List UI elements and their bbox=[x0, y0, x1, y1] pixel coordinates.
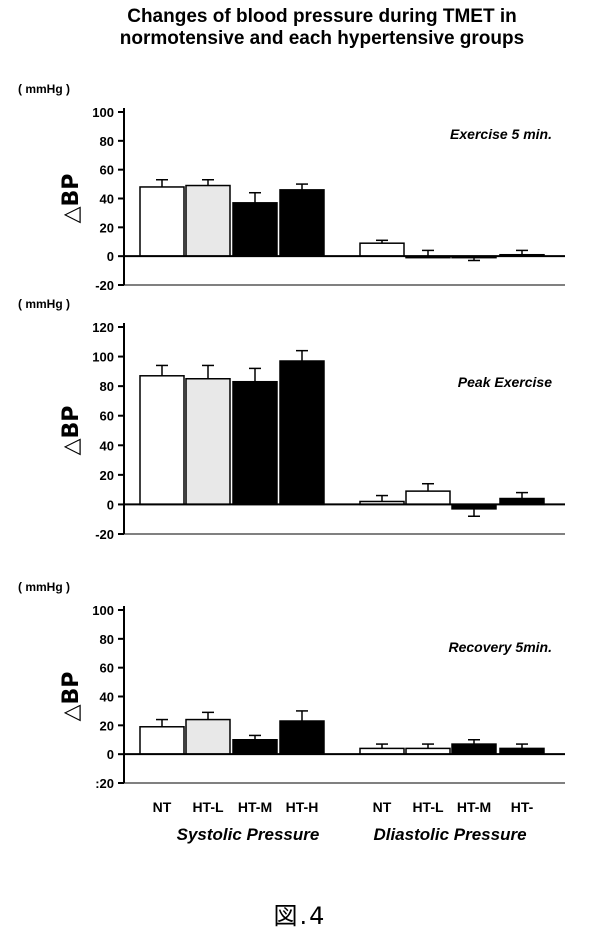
category-label: NT bbox=[373, 799, 392, 815]
unit-label: ( mmHg ) bbox=[18, 580, 70, 594]
y-tick-label: 100 bbox=[92, 105, 114, 120]
y-tick-label: 20 bbox=[100, 718, 114, 733]
y-tick-label: 80 bbox=[100, 134, 114, 149]
y-tick-label: 60 bbox=[100, 163, 114, 178]
y-tick-label: 0 bbox=[107, 497, 114, 512]
category-label: HT- bbox=[511, 799, 534, 815]
bar bbox=[232, 739, 278, 755]
unit-label: ( mmHg ) bbox=[18, 297, 70, 311]
category-label: HT-M bbox=[238, 799, 272, 815]
category-label: HT-H bbox=[286, 799, 319, 815]
bar bbox=[232, 202, 278, 257]
category-label: NT bbox=[153, 799, 172, 815]
y-axis-label: △BP bbox=[59, 672, 84, 722]
y-tick-label: 120 bbox=[92, 320, 114, 335]
category-label: HT-L bbox=[192, 799, 224, 815]
y-tick-label: :20 bbox=[95, 776, 114, 791]
unit-label: ( mmHg ) bbox=[18, 82, 70, 96]
y-tick-label: 0 bbox=[107, 747, 114, 762]
y-tick-label: 20 bbox=[100, 468, 114, 483]
y-tick-label: 80 bbox=[100, 379, 114, 394]
bar bbox=[139, 375, 185, 506]
category-label: HT-L bbox=[412, 799, 444, 815]
figure-caption: 図.4 bbox=[273, 902, 327, 930]
category-label: HT-M bbox=[457, 799, 491, 815]
bar bbox=[139, 186, 185, 257]
y-tick-label: 60 bbox=[100, 409, 114, 424]
group-label-diastolic: Dliastolic Pressure bbox=[373, 825, 526, 844]
group-label-systolic: Systolic Pressure bbox=[177, 825, 320, 844]
y-tick-label: 40 bbox=[100, 192, 114, 207]
y-tick-label: 20 bbox=[100, 220, 114, 235]
bar bbox=[359, 242, 405, 257]
bar bbox=[232, 380, 278, 506]
y-tick-label: 40 bbox=[100, 438, 114, 453]
y-tick-label: 100 bbox=[92, 603, 114, 618]
y-axis-label: △BP bbox=[59, 406, 84, 456]
y-tick-label: -20 bbox=[95, 278, 114, 293]
bar bbox=[279, 720, 325, 755]
y-tick-label: 60 bbox=[100, 661, 114, 676]
y-axis-label: △BP bbox=[59, 174, 84, 224]
bar bbox=[185, 718, 231, 755]
y-tick-label: 40 bbox=[100, 690, 114, 705]
y-tick-label: 0 bbox=[107, 249, 114, 264]
y-tick-label: 80 bbox=[100, 632, 114, 647]
bar bbox=[185, 378, 231, 506]
panel-label: Peak Exercise bbox=[458, 374, 552, 390]
bar bbox=[451, 743, 497, 755]
bar bbox=[139, 726, 185, 755]
bar bbox=[185, 184, 231, 257]
y-tick-label: -20 bbox=[95, 527, 114, 542]
bar bbox=[279, 189, 325, 257]
bar bbox=[279, 360, 325, 506]
chart-title-line-2: normotensive and each hypertensive group… bbox=[119, 28, 525, 49]
panel-label: Exercise 5 min. bbox=[450, 126, 552, 142]
bar bbox=[405, 490, 451, 506]
chart-title-line-1: Changes of blood pressure during TMET in bbox=[127, 6, 517, 27]
panel-label: Recovery 5min. bbox=[449, 639, 553, 655]
y-tick-label: 100 bbox=[92, 350, 114, 365]
